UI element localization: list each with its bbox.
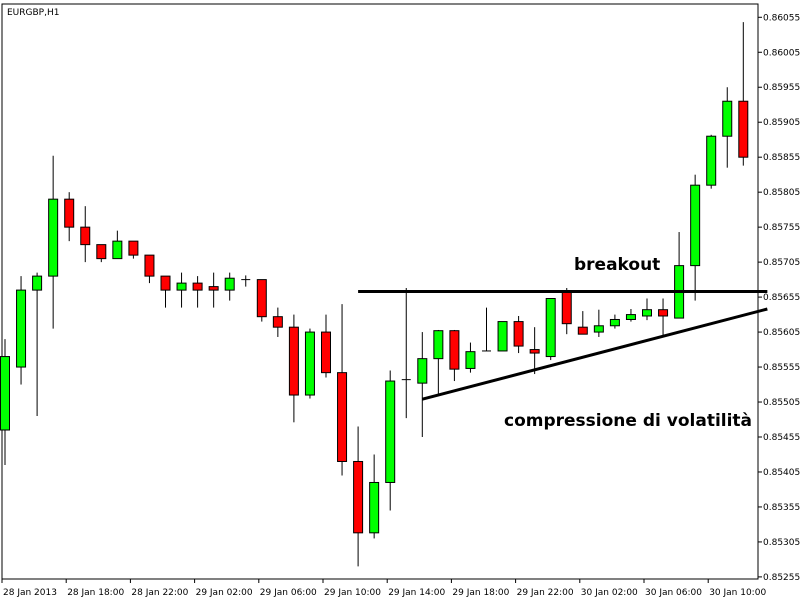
candle-body	[128, 240, 139, 256]
candle-body	[192, 282, 203, 291]
candle-body	[449, 330, 460, 370]
candle-body	[529, 349, 540, 354]
symbol-label: EURGBP,H1	[7, 8, 59, 18]
candle-body	[738, 100, 749, 158]
candle-body	[96, 244, 107, 260]
candle-body	[112, 240, 123, 260]
x-tick-label: 29 Jan 02:00	[196, 588, 253, 598]
candle-body	[593, 325, 604, 333]
compression-annotation: compressione di volatilità	[504, 411, 752, 431]
candle-body	[160, 275, 171, 291]
candle-body	[369, 481, 380, 534]
x-tick-label: 30 Jan 06:00	[645, 588, 702, 598]
y-tick-label: 0.85305	[763, 538, 800, 548]
candle-body	[0, 356, 10, 431]
y-tick-label: 0.85455	[763, 433, 800, 443]
y-tick-label: 0.85255	[763, 573, 800, 583]
candle-body	[417, 358, 428, 384]
support-trendline	[421, 307, 768, 401]
y-tick-label: 0.85655	[763, 293, 800, 303]
candle-body	[80, 226, 91, 246]
candle-body	[272, 316, 283, 328]
x-tick-label: 28 Jan 18:00	[67, 588, 124, 598]
candle-body	[288, 326, 299, 396]
y-tick-label: 0.86055	[763, 13, 800, 23]
candle-body	[64, 198, 75, 228]
candle-body	[353, 460, 364, 534]
x-tick-label: 28 Jan 22:00	[131, 588, 188, 598]
candle-body	[722, 100, 733, 137]
candle-body	[256, 279, 267, 318]
y-tick-label: 0.85405	[763, 468, 800, 478]
candle-body	[32, 275, 43, 291]
candle-body	[513, 321, 524, 347]
candle-body	[304, 331, 315, 396]
candle-body	[48, 198, 59, 277]
breakout-annotation: breakout	[574, 255, 660, 275]
x-tick-label: 29 Jan 06:00	[260, 588, 317, 598]
candle-body	[561, 291, 572, 325]
x-tick-label: 29 Jan 22:00	[517, 588, 574, 598]
candle-body	[385, 380, 396, 483]
candle-body	[577, 326, 588, 335]
x-tick-label: 29 Jan 10:00	[324, 588, 381, 598]
candle-body	[625, 314, 636, 320]
candle-body	[224, 277, 235, 291]
x-tick-label: 29 Jan 18:00	[452, 588, 509, 598]
y-tick-label: 0.85605	[763, 328, 800, 338]
candle-body	[16, 289, 27, 368]
candle-body	[690, 184, 701, 267]
y-tick-label: 0.85505	[763, 398, 800, 408]
y-tick-label: 0.85955	[763, 83, 800, 93]
candle-body	[321, 331, 331, 374]
candle-body	[545, 297, 556, 358]
candle-body	[176, 282, 187, 291]
candle-body	[208, 286, 219, 291]
candle-body	[337, 372, 348, 462]
y-tick-label: 0.85805	[763, 188, 800, 198]
y-tick-label: 0.85355	[763, 503, 800, 513]
y-tick-label: 0.86005	[763, 48, 800, 58]
candle-body	[465, 351, 476, 369]
candle-body	[433, 330, 444, 360]
candle-body	[706, 135, 717, 186]
x-tick-label: 28 Jan 2013	[3, 588, 57, 598]
y-tick-label: 0.85905	[763, 118, 800, 128]
candle-body	[144, 254, 155, 277]
y-tick-label: 0.85555	[763, 363, 800, 373]
x-tick-label: 30 Jan 02:00	[581, 588, 638, 598]
x-tick-label: 30 Jan 10:00	[709, 588, 766, 598]
candle-body	[497, 321, 508, 352]
x-tick-label: 29 Jan 14:00	[388, 588, 445, 598]
y-tick-label: 0.85705	[763, 258, 800, 268]
y-tick-label: 0.85755	[763, 223, 800, 233]
candle-body	[609, 318, 620, 327]
y-tick-label: 0.85855	[763, 153, 800, 163]
candle-body	[642, 309, 652, 317]
candle-body	[658, 309, 669, 317]
